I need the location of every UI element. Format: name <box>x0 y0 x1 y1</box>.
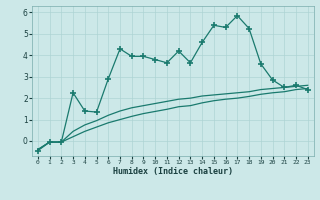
X-axis label: Humidex (Indice chaleur): Humidex (Indice chaleur) <box>113 167 233 176</box>
